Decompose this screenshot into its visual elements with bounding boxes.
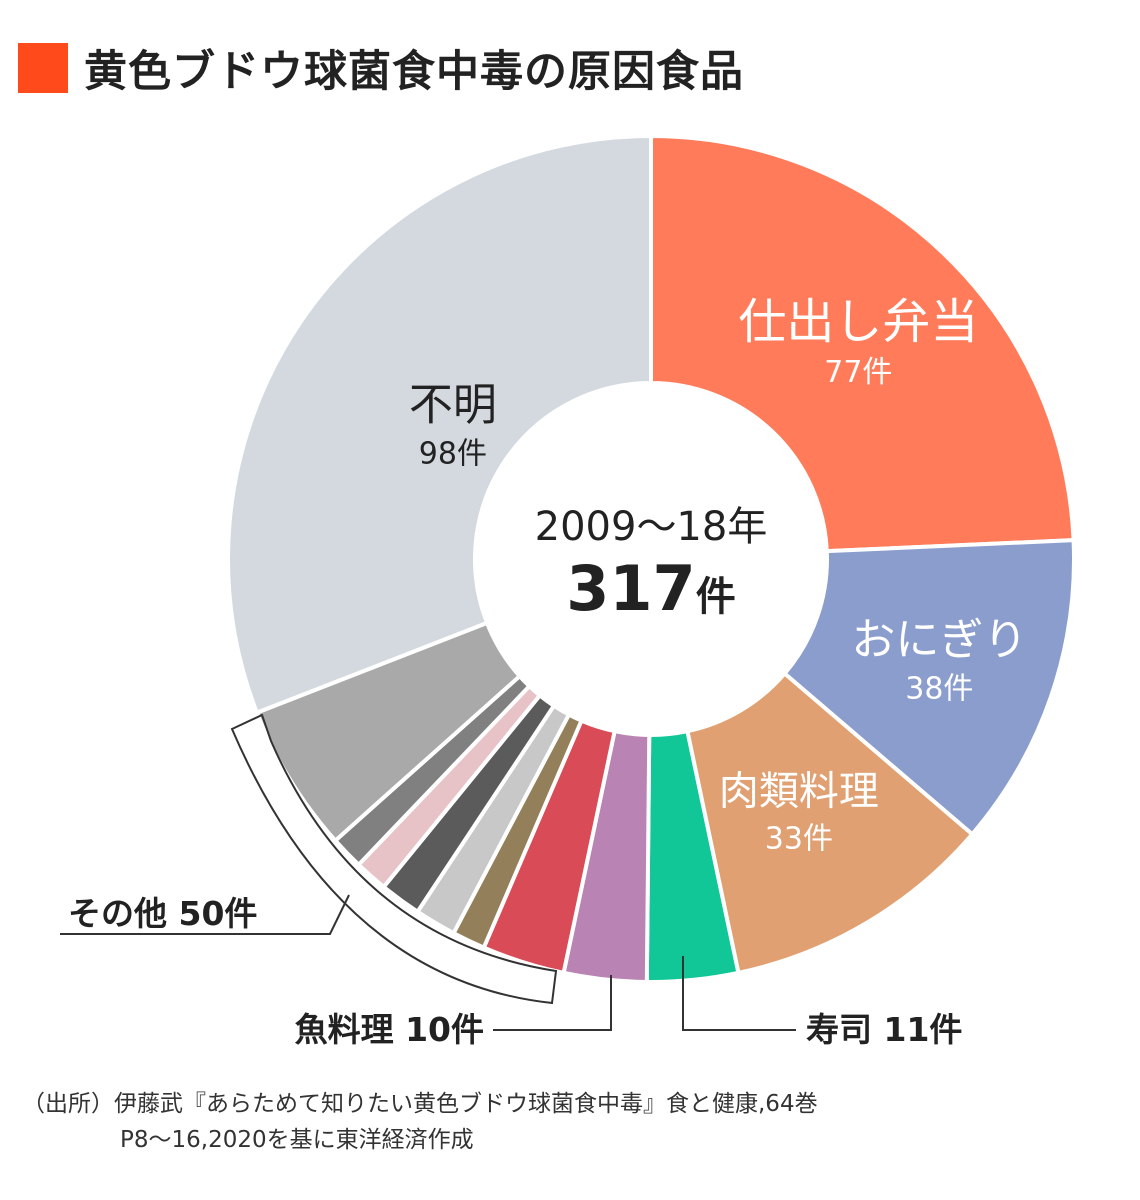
slice-label-0: 仕出し弁当 [738,294,978,350]
fish-callout: 魚料理 10件 [295,1010,484,1049]
title-marker [18,43,68,93]
slice-label-2: 肉類料理 [719,768,879,814]
sushi-leader-line [682,956,796,1031]
slice-value-0: 77件 [824,355,892,390]
sushi-callout: 寿司 11件 [806,1010,962,1049]
center-total-value: 317 [566,552,695,625]
slice-label-12: 不明 [409,380,497,431]
center-total: 317件 [566,552,735,625]
fish-leader-line [493,975,612,1031]
slice-value-1: 38件 [905,671,973,706]
source-line-1: （出所）伊藤武『あらためて知りたい黄色ブドウ球菌食中毒』食と健康,64巻 [22,1091,818,1117]
title-block: 黄色ブドウ球菌食中毒の原因食品 [18,38,744,98]
center-period: 2009〜18年 [535,504,768,550]
other-callout: その他 50件 [68,894,257,933]
slice-label-1: おにぎり [851,614,1027,665]
other-bracket [230,713,558,1005]
chart-title: 黄色ブドウ球菌食中毒の原因食品 [84,47,744,97]
other-leader-line [60,894,350,935]
source-line-2: P8〜16,2020を基に東洋経済作成 [120,1127,474,1153]
donut-hole [475,383,827,735]
source-note: （出所）伊藤武『あらためて知りたい黄色ブドウ球菌食中毒』食と健康,64巻 P8〜… [22,1086,818,1158]
slice-value-12: 98件 [419,437,487,472]
center-total-unit: 件 [696,574,736,620]
slice-value-2: 33件 [765,821,833,856]
